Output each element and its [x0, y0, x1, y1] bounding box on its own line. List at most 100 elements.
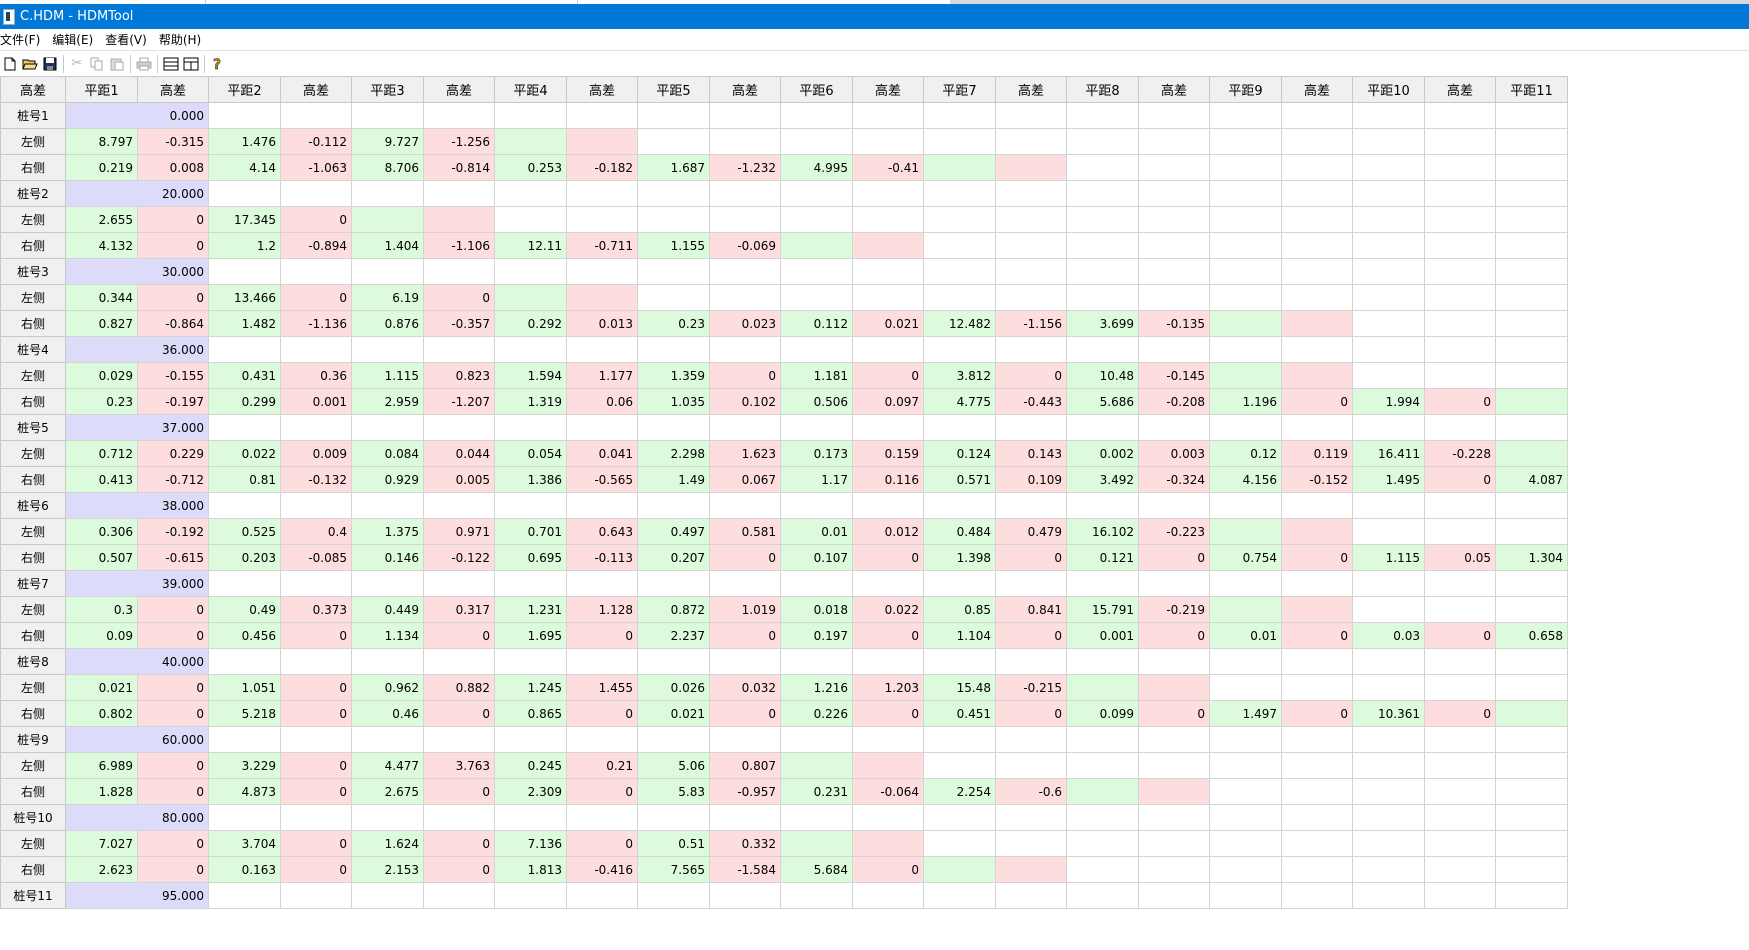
empty-cell[interactable] [1138, 258, 1210, 285]
column-header[interactable]: 高差 [0, 76, 66, 103]
empty-cell[interactable] [1281, 206, 1353, 233]
distance-cell[interactable]: 1.359 [637, 362, 710, 389]
height-diff-cell[interactable]: -0.197 [137, 388, 209, 415]
empty-cell[interactable] [494, 492, 567, 519]
empty-cell[interactable] [1495, 882, 1568, 909]
height-diff-cell[interactable]: 0 [709, 362, 781, 389]
station-value-cell[interactable]: 20.000 [65, 180, 209, 207]
height-diff-cell[interactable] [1281, 596, 1353, 623]
distance-cell[interactable]: 1.134 [351, 622, 424, 649]
empty-cell[interactable] [566, 336, 638, 363]
empty-cell[interactable] [1066, 128, 1139, 155]
empty-cell[interactable] [852, 284, 924, 311]
distance-cell[interactable]: 3.704 [208, 830, 281, 857]
empty-cell[interactable] [494, 336, 567, 363]
height-diff-cell[interactable]: 0 [280, 622, 352, 649]
empty-cell[interactable] [1424, 310, 1496, 337]
row-header[interactable]: 右侧 [0, 388, 66, 415]
distance-cell[interactable]: 0.51 [637, 830, 710, 857]
row-header[interactable]: 左侧 [0, 518, 66, 545]
distance-cell[interactable]: 7.565 [637, 856, 710, 883]
height-diff-cell[interactable]: -0.443 [995, 388, 1067, 415]
distance-cell[interactable]: 0.81 [208, 466, 281, 493]
distance-cell[interactable]: 1.17 [780, 466, 853, 493]
station-value-cell[interactable]: 30.000 [65, 258, 209, 285]
height-diff-cell[interactable]: -1.136 [280, 310, 352, 337]
distance-cell[interactable] [1209, 596, 1282, 623]
distance-cell[interactable]: 0.484 [923, 518, 996, 545]
empty-cell[interactable] [780, 882, 853, 909]
empty-cell[interactable] [1424, 492, 1496, 519]
distance-cell[interactable]: 5.06 [637, 752, 710, 779]
empty-cell[interactable] [280, 492, 352, 519]
empty-cell[interactable] [1495, 830, 1568, 857]
empty-cell[interactable] [1209, 232, 1282, 259]
empty-cell[interactable] [995, 830, 1067, 857]
distance-cell[interactable]: 0.002 [1066, 440, 1139, 467]
height-diff-cell[interactable]: -0.864 [137, 310, 209, 337]
empty-cell[interactable] [494, 804, 567, 831]
column-header[interactable]: 平距10 [1352, 76, 1425, 103]
empty-cell[interactable] [566, 804, 638, 831]
empty-cell[interactable] [1066, 648, 1139, 675]
distance-cell[interactable]: 0.451 [923, 700, 996, 727]
empty-cell[interactable] [1209, 778, 1282, 805]
empty-cell[interactable] [1209, 492, 1282, 519]
empty-cell[interactable] [494, 570, 567, 597]
empty-cell[interactable] [423, 726, 495, 753]
empty-cell[interactable] [1281, 674, 1353, 701]
distance-cell[interactable]: 0.124 [923, 440, 996, 467]
column-header[interactable]: 平距2 [208, 76, 281, 103]
empty-cell[interactable] [923, 492, 996, 519]
empty-cell[interactable] [780, 648, 853, 675]
height-diff-cell[interactable]: 0 [423, 284, 495, 311]
height-diff-cell[interactable]: 0 [995, 544, 1067, 571]
distance-cell[interactable]: 1.476 [208, 128, 281, 155]
empty-cell[interactable] [1066, 180, 1139, 207]
height-diff-cell[interactable]: 0 [1281, 700, 1353, 727]
distance-cell[interactable] [1066, 674, 1139, 701]
empty-cell[interactable] [923, 284, 996, 311]
height-diff-cell[interactable]: 0 [137, 622, 209, 649]
height-diff-cell[interactable]: 0.012 [852, 518, 924, 545]
column-header[interactable]: 高差 [709, 76, 781, 103]
empty-cell[interactable] [208, 648, 281, 675]
distance-cell[interactable]: 0.197 [780, 622, 853, 649]
cut-icon[interactable]: ✂ [71, 56, 83, 71]
empty-cell[interactable] [1066, 206, 1139, 233]
column-header[interactable]: 平距11 [1495, 76, 1568, 103]
distance-cell[interactable]: 12.11 [494, 232, 567, 259]
distance-cell[interactable]: 0.173 [780, 440, 853, 467]
row-header[interactable]: 桩号9 [0, 726, 66, 753]
empty-cell[interactable] [923, 128, 996, 155]
distance-cell[interactable]: 0.929 [351, 466, 424, 493]
empty-cell[interactable] [1352, 362, 1425, 389]
height-diff-cell[interactable]: 0 [280, 752, 352, 779]
empty-cell[interactable] [637, 804, 710, 831]
empty-cell[interactable] [351, 180, 424, 207]
empty-cell[interactable] [351, 570, 424, 597]
empty-cell[interactable] [1209, 804, 1282, 831]
height-diff-cell[interactable]: 0 [1281, 622, 1353, 649]
empty-cell[interactable] [1352, 102, 1425, 129]
empty-cell[interactable] [1066, 284, 1139, 311]
height-diff-cell[interactable]: 0 [1424, 700, 1496, 727]
empty-cell[interactable] [780, 492, 853, 519]
row-header[interactable]: 桩号6 [0, 492, 66, 519]
empty-cell[interactable] [280, 882, 352, 909]
empty-cell[interactable] [1209, 284, 1282, 311]
empty-cell[interactable] [1138, 492, 1210, 519]
distance-cell[interactable]: 0.525 [208, 518, 281, 545]
distance-cell[interactable]: 1.495 [1352, 466, 1425, 493]
row-header[interactable]: 左侧 [0, 128, 66, 155]
distance-cell[interactable]: 0.413 [65, 466, 138, 493]
height-diff-cell[interactable]: -0.357 [423, 310, 495, 337]
height-diff-cell[interactable]: 0.841 [995, 596, 1067, 623]
distance-cell[interactable] [1209, 518, 1282, 545]
height-diff-cell[interactable]: 0 [566, 778, 638, 805]
empty-cell[interactable] [780, 726, 853, 753]
column-header[interactable]: 平距9 [1209, 76, 1282, 103]
height-diff-cell[interactable]: 0.06 [566, 388, 638, 415]
distance-cell[interactable]: 1.115 [1352, 544, 1425, 571]
empty-cell[interactable] [1281, 804, 1353, 831]
